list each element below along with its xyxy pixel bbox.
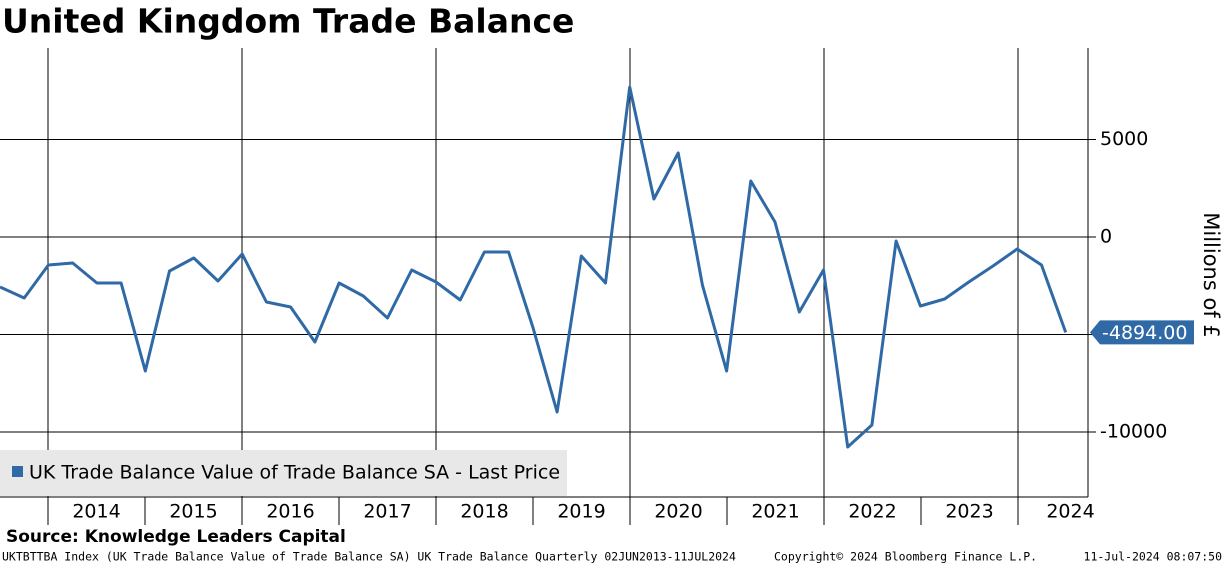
chart-title: United Kingdom Trade Balance <box>2 2 574 41</box>
y-tick-label: 5000 <box>1100 128 1148 150</box>
legend-label: UK Trade Balance Value of Trade Balance … <box>29 462 560 484</box>
footer-right: 11-Jul-2024 08:07:50 <box>1084 550 1223 564</box>
x-tick-label: 2023 <box>945 501 993 523</box>
source: Source: Knowledge Leaders Capital <box>6 527 346 547</box>
y-tick-label: -10000 <box>1100 421 1167 443</box>
legend-box <box>0 450 567 496</box>
x-tick-label: 2018 <box>460 501 508 523</box>
line-series <box>0 85 1068 449</box>
y-tick-label: 0 <box>1100 225 1112 247</box>
x-tick-label: 2016 <box>266 501 314 523</box>
footer-center: Copyright© 2024 Bloomberg Finance L.P. <box>774 550 1037 564</box>
legend-swatch <box>12 466 23 477</box>
x-tick-label: 2022 <box>848 501 896 523</box>
last-value-label: -4894.00 <box>1102 322 1187 344</box>
last-value-tag <box>1090 320 1194 345</box>
x-tick-label: 2015 <box>169 501 217 523</box>
x-tick-label: 2024 <box>1046 501 1094 523</box>
x-tick-label: 2017 <box>363 501 411 523</box>
x-tick-label: 2021 <box>751 501 799 523</box>
x-tick-label: 2014 <box>72 501 120 523</box>
y-axis-label: Millions of £ <box>1199 212 1223 338</box>
legend: UK Trade Balance Value of Trade Balance … <box>0 450 567 496</box>
x-tick-label: 2020 <box>654 501 702 523</box>
footer-left: UKTBTTBA Index (UK Trade Balance Value o… <box>2 550 736 564</box>
x-tick-label: 2019 <box>557 501 605 523</box>
